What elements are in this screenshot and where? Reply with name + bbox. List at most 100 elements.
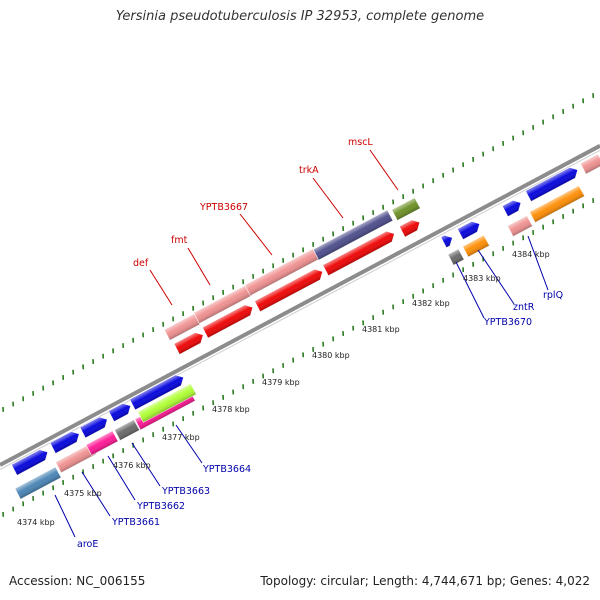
feature-gray-right <box>447 248 465 266</box>
gene-label-mscl: mscL <box>348 137 373 148</box>
feature-left-5 <box>129 374 184 411</box>
feature-left-3 <box>79 416 108 439</box>
connector-yptb3664 <box>175 424 203 464</box>
feature-left-3-shade <box>79 416 108 438</box>
feature-red-2-shade <box>202 304 253 338</box>
feature-green <box>137 383 197 423</box>
connector-def <box>149 269 173 306</box>
feature-upper-right-2-shade <box>580 154 600 174</box>
feature-left-2-shade <box>49 431 80 454</box>
gene-label-yptb3661: YPTB3661 <box>111 517 160 528</box>
genome-backbone <box>0 144 600 470</box>
feature-left-5-shade <box>129 374 184 410</box>
scale-label-4382: 4382 kbp <box>412 299 450 308</box>
feature-yptb3663 <box>114 419 140 441</box>
gene-label-aroe: aroE <box>77 539 98 550</box>
feature-left-1-shade <box>11 449 48 476</box>
connector-rplq <box>527 235 549 291</box>
feature-yptb3661-shade <box>55 443 97 473</box>
feature-red-1 <box>173 332 204 355</box>
genome-summary-text: Topology: circular; Length: 4,744,671 bp… <box>260 574 590 588</box>
feature-fmt <box>193 284 253 324</box>
feature-red-5 <box>398 219 421 238</box>
feature-blue-tiny-shade <box>440 235 453 248</box>
connector-mscl <box>369 149 399 191</box>
feature-yptb3662 <box>85 430 119 456</box>
scale-label-4374: 4374 kbp <box>17 518 55 527</box>
scale-label-4379: 4379 kbp <box>262 378 300 387</box>
gene-label-yptb3667: YPTB3667 <box>199 202 248 213</box>
connector-yptb3667 <box>239 213 273 256</box>
feature-yptb3667-shade <box>244 248 320 296</box>
scale-label-4381: 4381 kbp <box>362 325 400 334</box>
feature-upper-right-3 <box>501 199 522 217</box>
feature-red-5-shade <box>399 219 420 237</box>
gene-label-zntr: zntR <box>513 302 535 313</box>
scale-label-4377: 4377 kbp <box>162 433 200 442</box>
connector-yptb3663 <box>131 442 161 487</box>
feature-trka-shade <box>313 209 393 261</box>
connector-aroe <box>54 494 76 538</box>
feature-yptb3662-shade <box>85 430 119 456</box>
gene-label-rplq: rplQ <box>543 290 563 301</box>
feature-upper-right-1 <box>525 167 579 202</box>
gene-label-fmt: fmt <box>171 235 188 246</box>
feature-red-3-shade <box>254 269 323 312</box>
feature-blue-small-shade <box>457 221 480 240</box>
gene-label-yptb3670: YPTB3670 <box>483 317 532 328</box>
gene-label-yptb3664: YPTB3664 <box>202 464 251 475</box>
scale-label-4383: 4383 kbp <box>463 274 501 283</box>
feature-upper-right-1-shade <box>525 167 578 202</box>
feature-mscl-shade <box>391 197 421 221</box>
feature-yptb3661 <box>55 442 97 474</box>
scale-label-4384: 4384 kbp <box>512 250 550 259</box>
connector-yptb3662 <box>107 455 136 501</box>
feature-upper-right-2 <box>579 153 600 175</box>
gene-label-yptb3663: YPTB3663 <box>161 486 210 497</box>
feature-red-2 <box>201 304 254 339</box>
backbone-highlight <box>0 149 600 470</box>
feature-trka <box>312 209 394 261</box>
gene-label-yptb3662: YPTB3662 <box>136 501 185 512</box>
map-title: Yersinia pseudotuberculosis IP 32953, co… <box>115 9 485 24</box>
scale-label-4376: 4376 kbp <box>113 461 151 470</box>
feature-def <box>163 313 201 341</box>
scale-label-4380: 4380 kbp <box>312 351 350 360</box>
feature-orange-1 <box>462 234 490 258</box>
feature-def-shade <box>164 313 200 341</box>
feature-left-1 <box>11 449 49 476</box>
feature-red-4-shade <box>322 231 395 276</box>
feature-blue-tiny <box>440 234 453 249</box>
tick-marks <box>2 93 595 517</box>
gene-label-def: def <box>133 258 149 269</box>
scale-label-4378: 4378 kbp <box>212 405 250 414</box>
label-connectors <box>54 149 549 538</box>
connector-fmt <box>187 247 211 286</box>
feature-left-2 <box>49 431 80 454</box>
scale-label-4375: 4375 kbp <box>64 489 102 498</box>
feature-left-4-shade <box>108 403 131 422</box>
feature-aroe-shade <box>14 466 62 500</box>
feature-aroe <box>14 466 62 500</box>
feature-orange-1-shade <box>462 235 490 257</box>
feature-orange-2 <box>529 185 585 223</box>
feature-orange-2-shade <box>529 185 585 223</box>
labels: 4374 kbp 4375 kbp 4376 kbp 4377 kbp 4378… <box>17 137 563 550</box>
connector-yptb3670 <box>455 261 485 319</box>
connector-yptb3661 <box>81 471 111 517</box>
connector-zntr <box>477 249 515 305</box>
feature-upper-right-3-shade <box>502 200 521 217</box>
accession-text: Accession: NC_006155 <box>9 574 146 588</box>
feature-mscl <box>391 197 421 221</box>
feature-fmt-shade <box>193 284 253 324</box>
feature-yptb3663-shade <box>114 419 140 441</box>
feature-gray-right-shade <box>447 248 465 266</box>
gene-label-trka: trkA <box>299 165 319 176</box>
feature-red-3 <box>254 268 324 313</box>
backbone-line <box>0 144 600 467</box>
feature-red-4 <box>322 230 395 277</box>
feature-left-4 <box>108 403 132 422</box>
feature-pink-right <box>507 215 533 237</box>
gene-features <box>11 153 600 500</box>
